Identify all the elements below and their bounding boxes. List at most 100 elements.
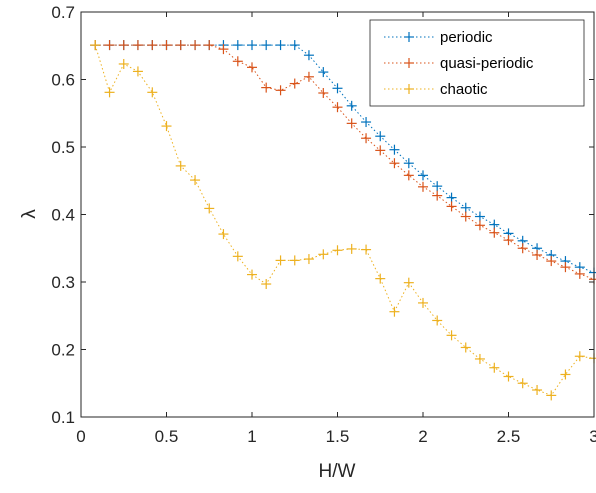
data-point-quasi-periodic [161,40,172,51]
data-point-quasi-periodic [546,256,557,267]
x-tick-label: 2 [418,427,427,446]
data-point-quasi-periodic [132,40,143,51]
data-point-periodic [275,40,286,51]
data-point-periodic [318,67,329,78]
data-point-quasi-periodic [460,211,471,222]
data-point-periodic [389,144,400,155]
legend: periodic quasi-periodic chaotic [369,19,585,107]
data-point-chaotic [132,66,143,77]
data-point-quasi-periodic [104,40,115,51]
data-point-chaotic [161,121,172,132]
legend-entry-quasi-periodic: quasi-periodic [384,55,534,72]
data-point-chaotic [389,306,400,317]
series-line-periodic [95,44,595,273]
data-point-quasi-periodic [190,40,201,51]
data-point-periodic [232,40,243,51]
data-point-quasi-periodic [289,78,300,89]
data-point-chaotic [261,279,272,290]
data-point-quasi-periodic [517,243,528,254]
y-tick-label: 0.4 [51,206,75,225]
data-point-periodic [303,50,314,61]
data-point-chaotic [460,342,471,353]
data-point-chaotic [190,175,201,186]
data-point-quasi-periodic [418,181,428,192]
data-point-quasi-periodic [303,71,314,82]
data-point-chaotic [318,249,329,260]
data-point-periodic [446,192,457,203]
data-point-chaotic [432,315,443,326]
data-point-chaotic [90,40,101,51]
data-point-chaotic [574,351,585,362]
data-point-chaotic [361,244,372,255]
data-point-quasi-periodic [589,274,596,285]
data-point-quasi-periodic [375,145,386,156]
legend-label: chaotic [440,81,488,98]
y-tick-label: 0.2 [51,341,75,360]
data-point-chaotic [289,255,300,266]
data-point-periodic [403,158,414,169]
data-point-periodic [589,267,596,278]
legend-entry-periodic: periodic [384,29,493,46]
data-point-quasi-periodic [147,40,158,51]
data-point-periodic [289,40,300,51]
data-point-chaotic [232,251,243,262]
data-point-quasi-periodic [432,190,443,201]
data-point-periodic [432,181,443,192]
data-point-quasi-periodic [175,40,186,51]
data-point-chaotic [218,229,229,240]
data-point-chaotic [474,353,485,364]
data-point-periodic [460,202,471,213]
data-point-quasi-periodic [361,133,372,144]
x-tick-label: 3 [589,427,596,446]
data-point-quasi-periodic [446,201,457,212]
data-point-periodic [261,40,272,51]
y-axis-label: λ [19,209,40,219]
plot-area [90,40,596,401]
data-point-chaotic [346,243,357,254]
data-point-chaotic [175,160,186,171]
data-point-periodic [361,117,372,128]
data-point-chaotic [503,371,514,382]
data-point-chaotic [532,385,543,395]
data-point-quasi-periodic [318,88,329,98]
legend-label: periodic [440,29,493,46]
data-point-quasi-periodic [332,102,343,113]
x-tick-label: 1 [247,427,256,446]
data-point-periodic [375,131,386,142]
data-point-periodic [474,211,485,222]
x-axis-label: H/W [319,461,356,482]
data-point-periodic [247,40,257,51]
data-point-chaotic [147,87,158,98]
y-tick-label: 0.1 [51,408,75,427]
data-point-quasi-periodic [275,85,286,96]
x-tick-label: 1.5 [326,427,350,446]
axis-ticks: 0 0.5 1 1.5 2 2.5 3 0.1 0.2 0.3 0.4 0.5 0.6 0.7 [51,3,596,446]
data-point-quasi-periodic [403,170,414,181]
data-point-chaotic [517,378,528,389]
data-point-chaotic [332,245,343,256]
data-point-chaotic [560,369,571,380]
x-tick-label: 2.5 [497,427,521,446]
y-tick-label: 0.3 [51,273,75,292]
data-point-chaotic [247,269,257,280]
data-point-chaotic [104,87,115,98]
y-tick-label: 0.7 [51,3,75,22]
data-point-chaotic [446,330,457,341]
series-line-quasi-periodic [95,44,595,280]
series-line-chaotic [94,44,595,397]
data-point-periodic [418,170,428,181]
data-point-quasi-periodic [532,250,543,260]
data-point-quasi-periodic [474,220,485,231]
data-point-quasi-periodic [247,62,257,73]
data-point-chaotic [275,255,286,266]
data-point-quasi-periodic [118,40,129,51]
x-tick-label: 0 [76,427,85,446]
data-point-quasi-periodic [560,262,571,273]
legend-label: quasi-periodic [440,55,534,72]
data-point-chaotic [546,390,557,401]
data-point-chaotic [489,362,500,373]
data-point-quasi-periodic [261,82,272,93]
data-point-chaotic [375,273,386,284]
data-point-chaotic [118,58,129,69]
data-point-quasi-periodic [389,158,400,169]
